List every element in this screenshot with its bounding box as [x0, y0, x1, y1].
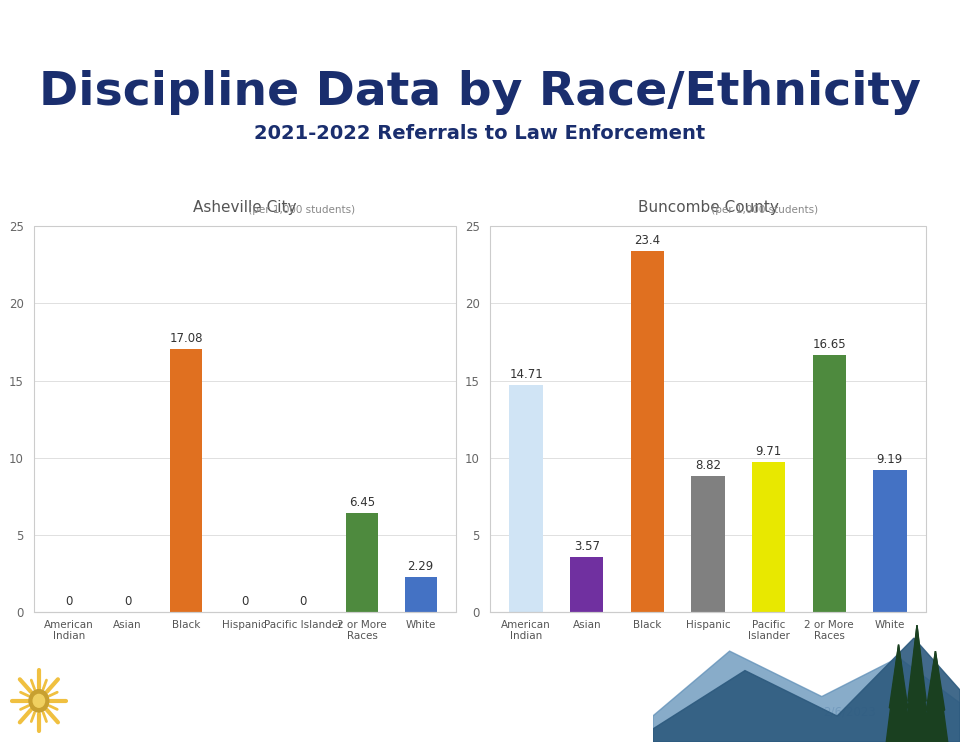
Text: 9.19: 9.19 — [876, 453, 903, 467]
Polygon shape — [926, 651, 945, 710]
Polygon shape — [653, 638, 960, 742]
Polygon shape — [904, 625, 929, 742]
Text: 14.71: 14.71 — [509, 368, 543, 381]
Circle shape — [29, 689, 49, 712]
Bar — [346, 513, 378, 612]
Text: 2021-2022 Referrals to Law Enforcement: 2021-2022 Referrals to Law Enforcement — [254, 124, 706, 143]
Bar — [874, 470, 906, 612]
Bar — [510, 385, 542, 612]
Bar — [570, 557, 604, 612]
Text: 3.57: 3.57 — [574, 540, 600, 554]
Bar — [404, 577, 437, 612]
Text: 17.08: 17.08 — [169, 332, 203, 345]
Bar — [812, 355, 846, 612]
Text: 0: 0 — [300, 595, 307, 608]
Bar — [170, 349, 203, 612]
Bar — [752, 462, 785, 612]
Text: (per 1,000 students): (per 1,000 students) — [708, 205, 818, 214]
Text: 0: 0 — [65, 595, 73, 608]
Text: Buncombe County: Buncombe County — [637, 200, 779, 214]
Text: 23.4: 23.4 — [635, 234, 660, 247]
Text: (per 1,000 students): (per 1,000 students) — [245, 205, 355, 214]
Text: 16.65: 16.65 — [812, 338, 846, 351]
Polygon shape — [886, 645, 911, 742]
Text: 2.29: 2.29 — [408, 560, 434, 573]
Text: Asheville City: Asheville City — [193, 200, 297, 214]
Text: 2/6/2023: 2/6/2023 — [824, 706, 876, 719]
Polygon shape — [924, 651, 948, 742]
Text: 9.71: 9.71 — [756, 445, 781, 459]
Text: 0: 0 — [241, 595, 249, 608]
Text: BUNCOMBE COUNTY: BUNCOMBE COUNTY — [82, 698, 287, 716]
Text: Discipline Data by Race/Ethnicity: Discipline Data by Race/Ethnicity — [39, 70, 921, 115]
Bar — [691, 476, 725, 612]
Text: 6.45: 6.45 — [349, 496, 375, 509]
Polygon shape — [889, 645, 908, 708]
Polygon shape — [653, 651, 960, 742]
Text: 0: 0 — [124, 595, 132, 608]
Polygon shape — [908, 625, 926, 701]
Text: 8.82: 8.82 — [695, 459, 721, 472]
Bar — [631, 251, 664, 612]
Circle shape — [34, 695, 44, 707]
